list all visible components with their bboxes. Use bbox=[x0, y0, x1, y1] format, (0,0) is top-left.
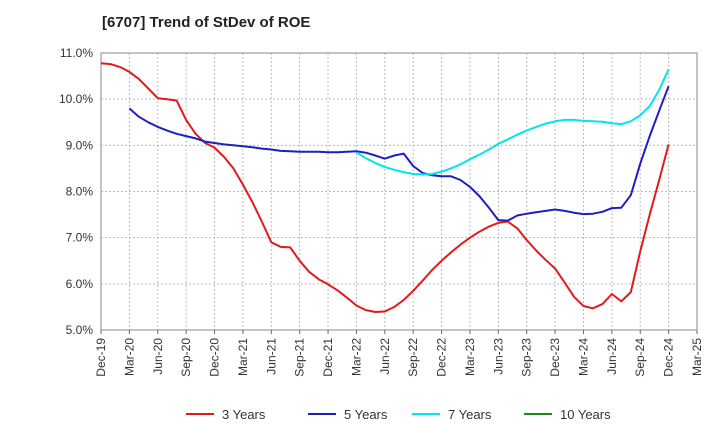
series-line-5-years bbox=[128, 85, 670, 222]
x-tick-label: Dec-22 bbox=[435, 338, 449, 377]
x-tick-label: Jun-22 bbox=[378, 338, 392, 375]
x-tick-label: Mar-24 bbox=[576, 338, 590, 376]
x-tick-label: Mar-20 bbox=[122, 338, 136, 376]
series-line-3-years bbox=[100, 62, 670, 313]
y-tick-label: 9.0% bbox=[66, 138, 94, 152]
legend-label: 10 Years bbox=[560, 407, 611, 422]
chart-title: [6707] Trend of StDev of ROE bbox=[102, 14, 311, 31]
x-tick-label: Dec-23 bbox=[548, 338, 562, 377]
x-tick-label: Jun-24 bbox=[605, 338, 619, 375]
y-tick-label: 10.0% bbox=[59, 92, 93, 106]
x-tick-label: Jun-21 bbox=[264, 338, 278, 375]
legend-label: 5 Years bbox=[344, 407, 388, 422]
y-tick-label: 11.0% bbox=[60, 46, 93, 60]
x-tick-label: Mar-22 bbox=[349, 338, 363, 376]
legend-label: 7 Years bbox=[448, 407, 492, 422]
x-tick-label: Dec-19 bbox=[94, 338, 108, 377]
x-tick-label: Sep-21 bbox=[293, 338, 307, 377]
x-tick-label: Jun-20 bbox=[151, 338, 165, 375]
x-tick-label: Dec-20 bbox=[208, 338, 222, 377]
x-tick-label: Sep-20 bbox=[179, 338, 193, 377]
x-tick-label: Dec-21 bbox=[321, 338, 335, 377]
y-tick-label: 5.0% bbox=[66, 323, 94, 337]
y-tick-label: 6.0% bbox=[66, 277, 94, 291]
x-tick-label: Dec-24 bbox=[662, 338, 676, 377]
y-tick-label: 7.0% bbox=[66, 231, 94, 245]
x-tick-label: Sep-24 bbox=[633, 338, 647, 377]
x-tick-label: Mar-25 bbox=[690, 338, 704, 376]
x-tick-label: Sep-22 bbox=[406, 338, 420, 377]
x-tick-label: Mar-21 bbox=[236, 338, 250, 376]
series-line-7-years bbox=[355, 68, 670, 176]
x-tick-label: Sep-23 bbox=[520, 338, 534, 377]
x-tick-label: Mar-23 bbox=[463, 338, 477, 376]
legend-label: 3 Years bbox=[222, 407, 266, 422]
plot-frame bbox=[100, 52, 698, 331]
y-tick-label: 8.0% bbox=[66, 185, 94, 199]
x-tick-label: Jun-23 bbox=[491, 338, 505, 375]
